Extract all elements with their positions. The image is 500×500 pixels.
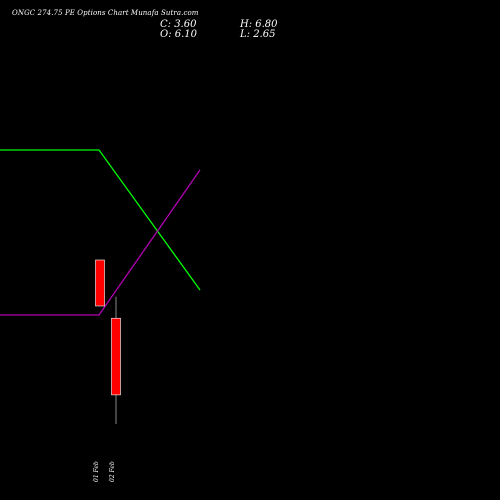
indicator-line-1 [0,149,201,291]
candle-body [111,317,121,396]
low-value: L: 2.65 [240,29,276,40]
x-tick-label: 01 Feb [93,461,100,482]
close-value: C: 3.60 [160,19,197,30]
chart-title: ONGC 274.75 PE Options Chart Munafa Sutr… [12,9,199,17]
x-tick-label: 02 Feb [109,461,116,482]
high-value: H: 6.80 [240,19,278,30]
indicator-line-2 [0,169,201,316]
open-value: O: 6.10 [160,29,198,40]
candle-body [95,259,105,307]
